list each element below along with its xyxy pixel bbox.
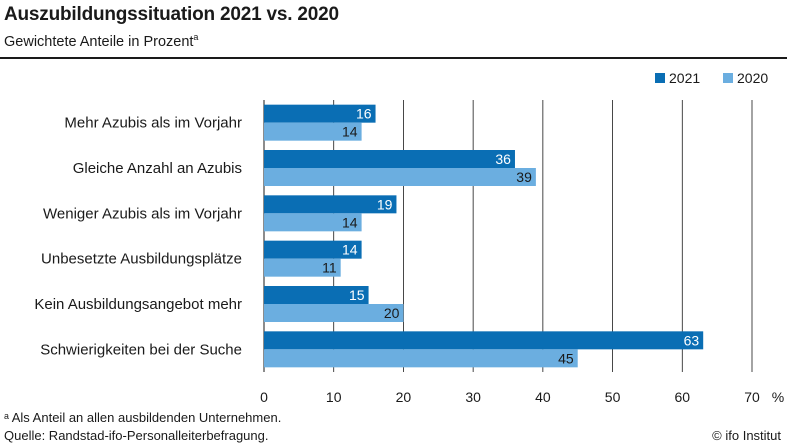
x-axis-unit: % bbox=[772, 389, 784, 405]
data-label: 20 bbox=[384, 305, 400, 321]
source-note: Quelle: Randstad-ifo-Personalleiterbefra… bbox=[4, 428, 269, 443]
subtitle-text: Gewichtete Anteile in Prozent bbox=[4, 33, 194, 50]
bar-2021 bbox=[264, 331, 704, 350]
data-label: 14 bbox=[342, 242, 358, 258]
data-label: 45 bbox=[558, 350, 574, 366]
bar-chart: 0 10 20 30 40 50 60 70 % Mehr Azubis als im Vorja… bbox=[34, 70, 784, 405]
legend-swatch-2020 bbox=[723, 73, 733, 83]
x-tick-label: 40 bbox=[535, 389, 551, 405]
data-label: 63 bbox=[684, 332, 700, 348]
bar-2020 bbox=[264, 168, 536, 186]
bar-2020 bbox=[264, 213, 362, 232]
bar-2021 bbox=[264, 286, 369, 304]
data-label: 14 bbox=[342, 214, 358, 230]
bar-2021 bbox=[264, 195, 397, 214]
bar-2020 bbox=[264, 349, 578, 368]
data-label: 36 bbox=[495, 151, 511, 167]
x-tick-label: 70 bbox=[744, 389, 760, 405]
bar-2020 bbox=[264, 258, 341, 277]
x-tick-label: 10 bbox=[326, 389, 342, 405]
category-label: Mehr Azubis als im Vorjahr bbox=[64, 115, 242, 132]
credit: © ifo Institut bbox=[712, 428, 781, 443]
data-label: 15 bbox=[349, 287, 365, 303]
bar-2021 bbox=[264, 104, 376, 123]
category-label: Schwierigkeiten bei der Suche bbox=[40, 341, 242, 358]
data-label: 19 bbox=[377, 196, 393, 212]
category-label: Weniger Azubis als im Vorjahr bbox=[43, 205, 242, 222]
data-label: 11 bbox=[322, 260, 337, 276]
bar-2021 bbox=[264, 150, 515, 168]
x-tick-label: 0 bbox=[260, 389, 268, 405]
bar-2021 bbox=[264, 240, 362, 259]
data-label: 16 bbox=[356, 106, 372, 122]
legend-label-2020: 2020 bbox=[737, 70, 768, 86]
data-label: 39 bbox=[516, 169, 532, 185]
data-label: 14 bbox=[342, 124, 358, 140]
bar-2020 bbox=[264, 122, 362, 141]
category-label: Kein Ausbildungsangebot mehr bbox=[34, 296, 242, 313]
x-tick-label: 50 bbox=[605, 389, 621, 405]
chart-subtitle: Gewichtete Anteile in Prozenta bbox=[4, 32, 198, 50]
legend-swatch-2021 bbox=[655, 73, 665, 83]
header-rule bbox=[0, 57, 787, 59]
x-tick-label: 20 bbox=[396, 389, 412, 405]
category-label: Unbesetzte Ausbildungsplätze bbox=[41, 251, 242, 268]
chart-title: Auszubildungssituation 2021 vs. 2020 bbox=[4, 4, 339, 25]
footnote-marker: a bbox=[193, 32, 199, 42]
bar-2020 bbox=[264, 304, 404, 322]
x-tick-label: 60 bbox=[674, 389, 690, 405]
legend-label-2021: 2021 bbox=[669, 70, 700, 86]
category-label: Gleiche Anzahl an Azubis bbox=[73, 160, 242, 177]
x-tick-label: 30 bbox=[465, 389, 481, 405]
footnote: ᵃ Als Anteil an allen ausbildenden Unter… bbox=[4, 410, 282, 425]
